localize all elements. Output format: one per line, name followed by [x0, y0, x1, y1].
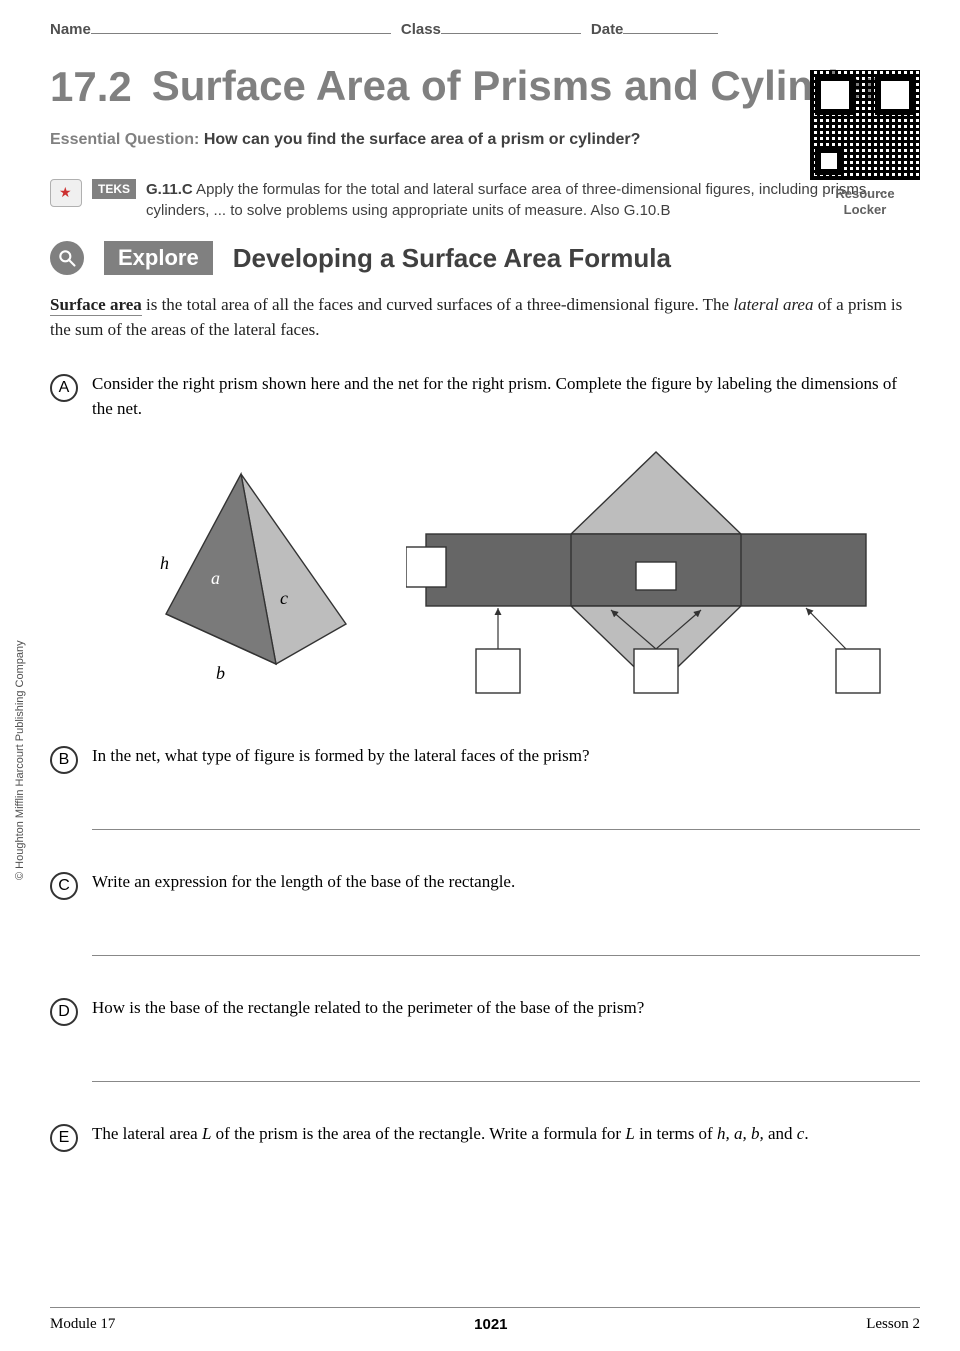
step-d-text: How is the base of the rectangle related…	[92, 996, 920, 1021]
explore-title: Developing a Surface Area Formula	[233, 243, 671, 274]
footer-module: Module 17	[50, 1316, 115, 1333]
essential-question: Essential Question: How can you find the…	[50, 131, 920, 149]
step-e-and: and	[764, 1124, 797, 1143]
footer-lesson: Lesson 2	[866, 1316, 920, 1333]
section-number: 17.2	[50, 63, 132, 111]
step-d: D How is the base of the rectangle relat…	[50, 996, 920, 1026]
date-label: Date	[591, 21, 624, 38]
qr-code-icon	[810, 70, 920, 180]
answer-box-b	[634, 649, 678, 693]
copyright: © Houghton Mifflin Harcourt Publishing C…	[14, 640, 26, 880]
intro-bold: Surface area	[50, 295, 142, 316]
footer-page: 1021	[474, 1316, 507, 1333]
step-b-answer-line[interactable]	[92, 796, 920, 830]
step-a-text: Consider the right prism shown here and …	[92, 372, 920, 421]
class-label: Class	[401, 21, 441, 38]
step-c-text: Write an expression for the length of th…	[92, 870, 920, 895]
answer-box-c	[836, 649, 880, 693]
explore-badge: Explore	[104, 241, 213, 275]
step-e-dot: .	[804, 1124, 808, 1143]
answer-box-h[interactable]	[406, 547, 446, 587]
teks-description: Apply the formulas for the total and lat…	[146, 181, 887, 219]
qr-label-2: Locker	[844, 202, 887, 217]
step-e-text: The lateral area L of the prism is the a…	[92, 1122, 920, 1147]
step-a-letter: A	[50, 374, 78, 402]
answer-box-mid	[636, 562, 676, 590]
step-c-answer-line[interactable]	[92, 922, 920, 956]
step-e-L2: L	[625, 1124, 634, 1143]
worksheet-header: Name Class Date	[50, 20, 920, 38]
step-a: A Consider the right prism shown here an…	[50, 372, 920, 421]
section-heading: 17.2 Surface Area of Prisms and Cylinder…	[50, 63, 920, 111]
answer-box-a	[476, 649, 520, 693]
step-d-letter: D	[50, 998, 78, 1026]
page-footer: Module 17 1021 Lesson 2	[50, 1307, 920, 1333]
step-e-vars: h, a, b,	[717, 1124, 764, 1143]
label-h: h	[160, 553, 169, 573]
step-b: B In the net, what type of figure is for…	[50, 744, 920, 774]
step-b-text: In the net, what type of figure is forme…	[92, 744, 920, 769]
texas-icon	[50, 179, 82, 207]
step-b-letter: B	[50, 746, 78, 774]
explore-header: Explore Developing a Surface Area Formul…	[50, 241, 920, 275]
teks-text: G.11.C Apply the formulas for the total …	[146, 179, 920, 221]
intro-ital: lateral area	[733, 295, 813, 314]
date-blank[interactable]	[623, 20, 718, 34]
class-blank[interactable]	[441, 20, 581, 34]
step-c: C Write an expression for the length of …	[50, 870, 920, 900]
teks-row: TEKS G.11.C Apply the formulas for the t…	[50, 179, 920, 221]
qr-label-1: Resource	[835, 186, 894, 201]
prism-3d: h a c b	[126, 464, 366, 684]
name-label: Name	[50, 21, 91, 38]
prism-net	[406, 444, 886, 704]
intro-paragraph: Surface area is the total area of all th…	[50, 293, 920, 342]
resource-locker: Resource Locker	[810, 70, 920, 217]
label-a: a	[211, 568, 220, 588]
step-e-L1: L	[202, 1124, 211, 1143]
label-b: b	[216, 663, 225, 683]
explore-icon	[50, 241, 84, 275]
step-e-t3: in terms of	[635, 1124, 717, 1143]
step-e-t2: of the prism is the area of the rectangl…	[211, 1124, 625, 1143]
teks-badge: TEKS	[92, 179, 136, 199]
teks-code: G.11.C	[146, 181, 193, 198]
section-title: Surface Area of Prisms and Cylinders	[152, 63, 902, 109]
step-c-letter: C	[50, 872, 78, 900]
name-blank[interactable]	[91, 20, 391, 34]
step-e: E The lateral area L of the prism is the…	[50, 1122, 920, 1152]
figures: h a c b	[92, 444, 920, 704]
intro-text1: is the total area of all the faces and c…	[142, 295, 734, 314]
step-e-letter: E	[50, 1124, 78, 1152]
step-d-answer-line[interactable]	[92, 1048, 920, 1082]
step-e-t1: The lateral area	[92, 1124, 202, 1143]
essential-question-label: Essential Question:	[50, 131, 199, 148]
label-c: c	[280, 588, 288, 608]
essential-question-text: How can you find the surface area of a p…	[204, 131, 641, 148]
